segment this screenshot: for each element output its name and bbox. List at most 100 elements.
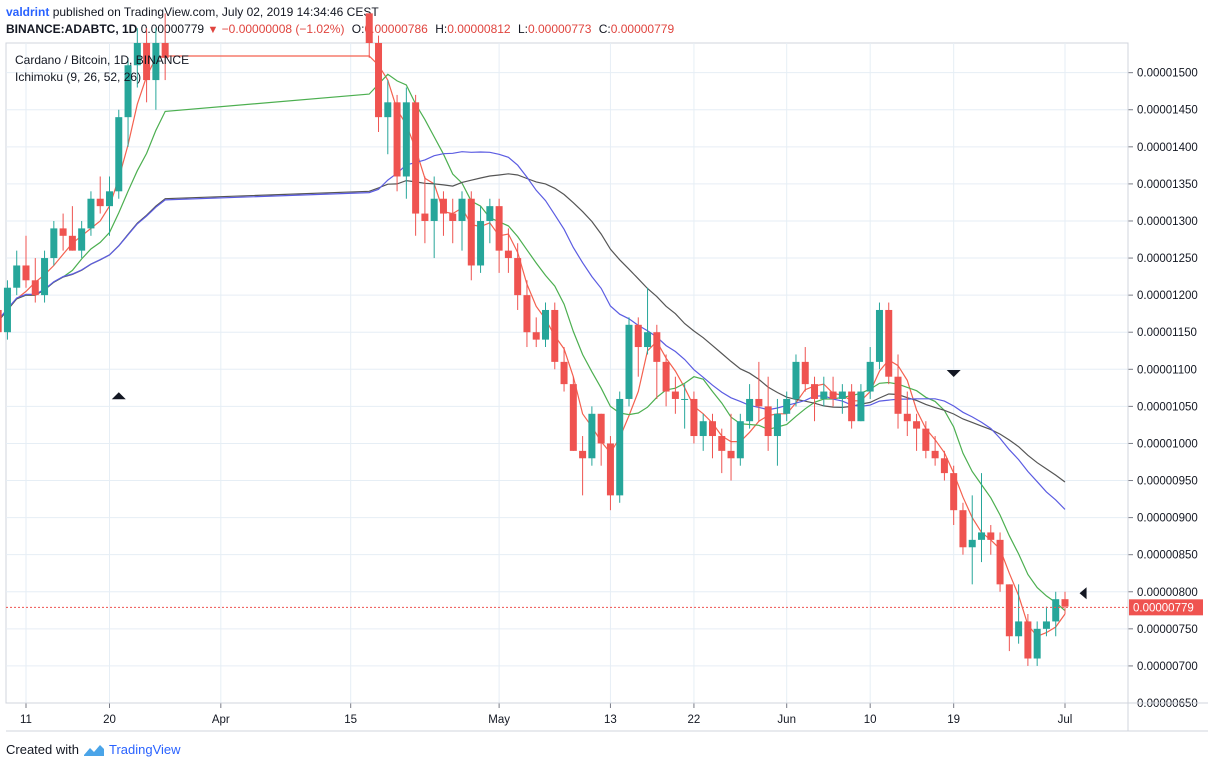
candle-body	[940, 458, 948, 474]
candle-body	[597, 413, 605, 444]
x-tick-label: 19	[947, 714, 960, 726]
y-tick-label: 0.00001150	[1137, 327, 1197, 339]
candle-body	[829, 391, 837, 399]
candle-body	[59, 228, 67, 236]
candle-body	[616, 398, 624, 496]
candle-body	[1015, 621, 1023, 637]
candle-body	[514, 258, 522, 296]
y-tick-label: 0.00001400	[1137, 142, 1198, 154]
candle-body	[699, 421, 707, 437]
candle-body	[68, 235, 76, 251]
x-tick-label: Apr	[212, 714, 230, 726]
y-tick-label: 0.00000700	[1137, 661, 1198, 673]
candle-body	[96, 198, 104, 207]
ichimoku-lines	[0, 55, 1066, 638]
candle-body	[987, 532, 995, 540]
candle-body	[87, 198, 95, 229]
y-tick-label: 0.00000650	[1137, 698, 1198, 710]
candle-body	[50, 228, 58, 259]
symbol-label: BINANCE:ADABTC, 1D	[6, 22, 138, 36]
candle-body	[838, 391, 846, 399]
candle-body	[41, 258, 49, 296]
y-tick-label: 0.00001200	[1137, 290, 1198, 302]
candle-body	[532, 332, 540, 340]
candle-body	[430, 198, 438, 221]
candle-body	[634, 324, 642, 348]
footer: Created with TradingView	[6, 742, 181, 757]
candle-body	[143, 43, 151, 81]
candle-body	[922, 428, 930, 451]
candle-body	[913, 421, 921, 429]
candle-body	[755, 398, 763, 407]
candle-body	[421, 213, 429, 221]
tradingview-logo-icon	[83, 744, 104, 756]
x-tick-label: 22	[688, 714, 701, 726]
candle-body	[1042, 621, 1050, 629]
candle-body	[523, 295, 531, 333]
candle-body	[978, 532, 986, 540]
price-chart[interactable]: 0.00000779 0.00001500 0.00001450 0.0000140…	[0, 0, 1214, 740]
candle-body	[31, 280, 39, 296]
candle-body	[885, 309, 893, 377]
candle-body	[115, 117, 123, 192]
x-tick-label: 13	[604, 714, 617, 726]
tradingview-brand[interactable]: TradingView	[108, 742, 181, 757]
left-triangle-marker	[1079, 587, 1087, 600]
candle-body	[3, 287, 11, 333]
ohlc-high: H:0.00000812	[435, 22, 511, 36]
candle-body	[22, 265, 30, 281]
candle-body	[1052, 599, 1060, 622]
candle-body	[124, 65, 132, 118]
down-triangle-marker	[946, 370, 961, 377]
last-price: 0.00000779	[140, 22, 205, 36]
candle-body	[161, 43, 169, 58]
down-arrow-icon: ▼	[207, 24, 219, 36]
candle-body	[412, 102, 420, 214]
candle-body	[671, 391, 679, 399]
candle-body	[449, 213, 457, 221]
publication-info: valdrint published on TradingView.com, J…	[6, 5, 379, 19]
candle-body	[1033, 628, 1041, 659]
candle-body	[439, 198, 447, 214]
candle-body	[783, 398, 791, 414]
candle-body	[542, 309, 549, 340]
candle-body	[653, 332, 661, 362]
candle-body	[903, 413, 911, 422]
y-tick-label: 0.00001300	[1137, 216, 1198, 228]
published-text: published on TradingView.com, July 02, 2…	[52, 5, 379, 19]
span-a-line	[0, 151, 1066, 510]
candle-body	[467, 198, 475, 266]
candle-body	[133, 43, 141, 66]
indicator-label[interactable]: Ichimoku (9, 26, 52, 26)	[15, 70, 142, 84]
conversion-line	[0, 55, 1066, 638]
candle-body	[773, 413, 781, 437]
candle-body	[560, 361, 568, 385]
candle-body	[959, 510, 967, 548]
candle-body	[848, 391, 856, 422]
candle-body	[681, 398, 689, 400]
base-line	[0, 73, 1066, 612]
y-tick-label: 0.00000800	[1137, 587, 1198, 599]
candle-body	[579, 450, 587, 459]
candle-body	[1061, 599, 1069, 607]
author-name[interactable]: valdrint	[6, 5, 50, 19]
candle-body	[857, 391, 865, 422]
candle-body	[78, 228, 86, 251]
y-tick-label: 0.00001500	[1137, 68, 1198, 80]
x-tick-label: Jun	[777, 714, 796, 726]
y-tick-label: 0.00001350	[1137, 179, 1198, 191]
y-tick-label: 0.00000750	[1137, 624, 1198, 636]
last-price-label: 0.00000779	[1133, 602, 1194, 614]
candle-body	[996, 539, 1004, 585]
candle-body	[644, 332, 652, 348]
candle-body	[866, 361, 874, 392]
candle-body	[746, 398, 754, 422]
candle-body	[1005, 584, 1013, 637]
candle-body	[801, 361, 809, 385]
y-tick-label: 0.00001450	[1137, 105, 1198, 117]
candle-body	[764, 406, 772, 437]
candle-body	[662, 361, 670, 392]
chart-title: Cardano / Bitcoin, 1D, BINANCE	[15, 53, 190, 67]
candle-body	[811, 384, 819, 399]
candle-body	[894, 376, 902, 414]
